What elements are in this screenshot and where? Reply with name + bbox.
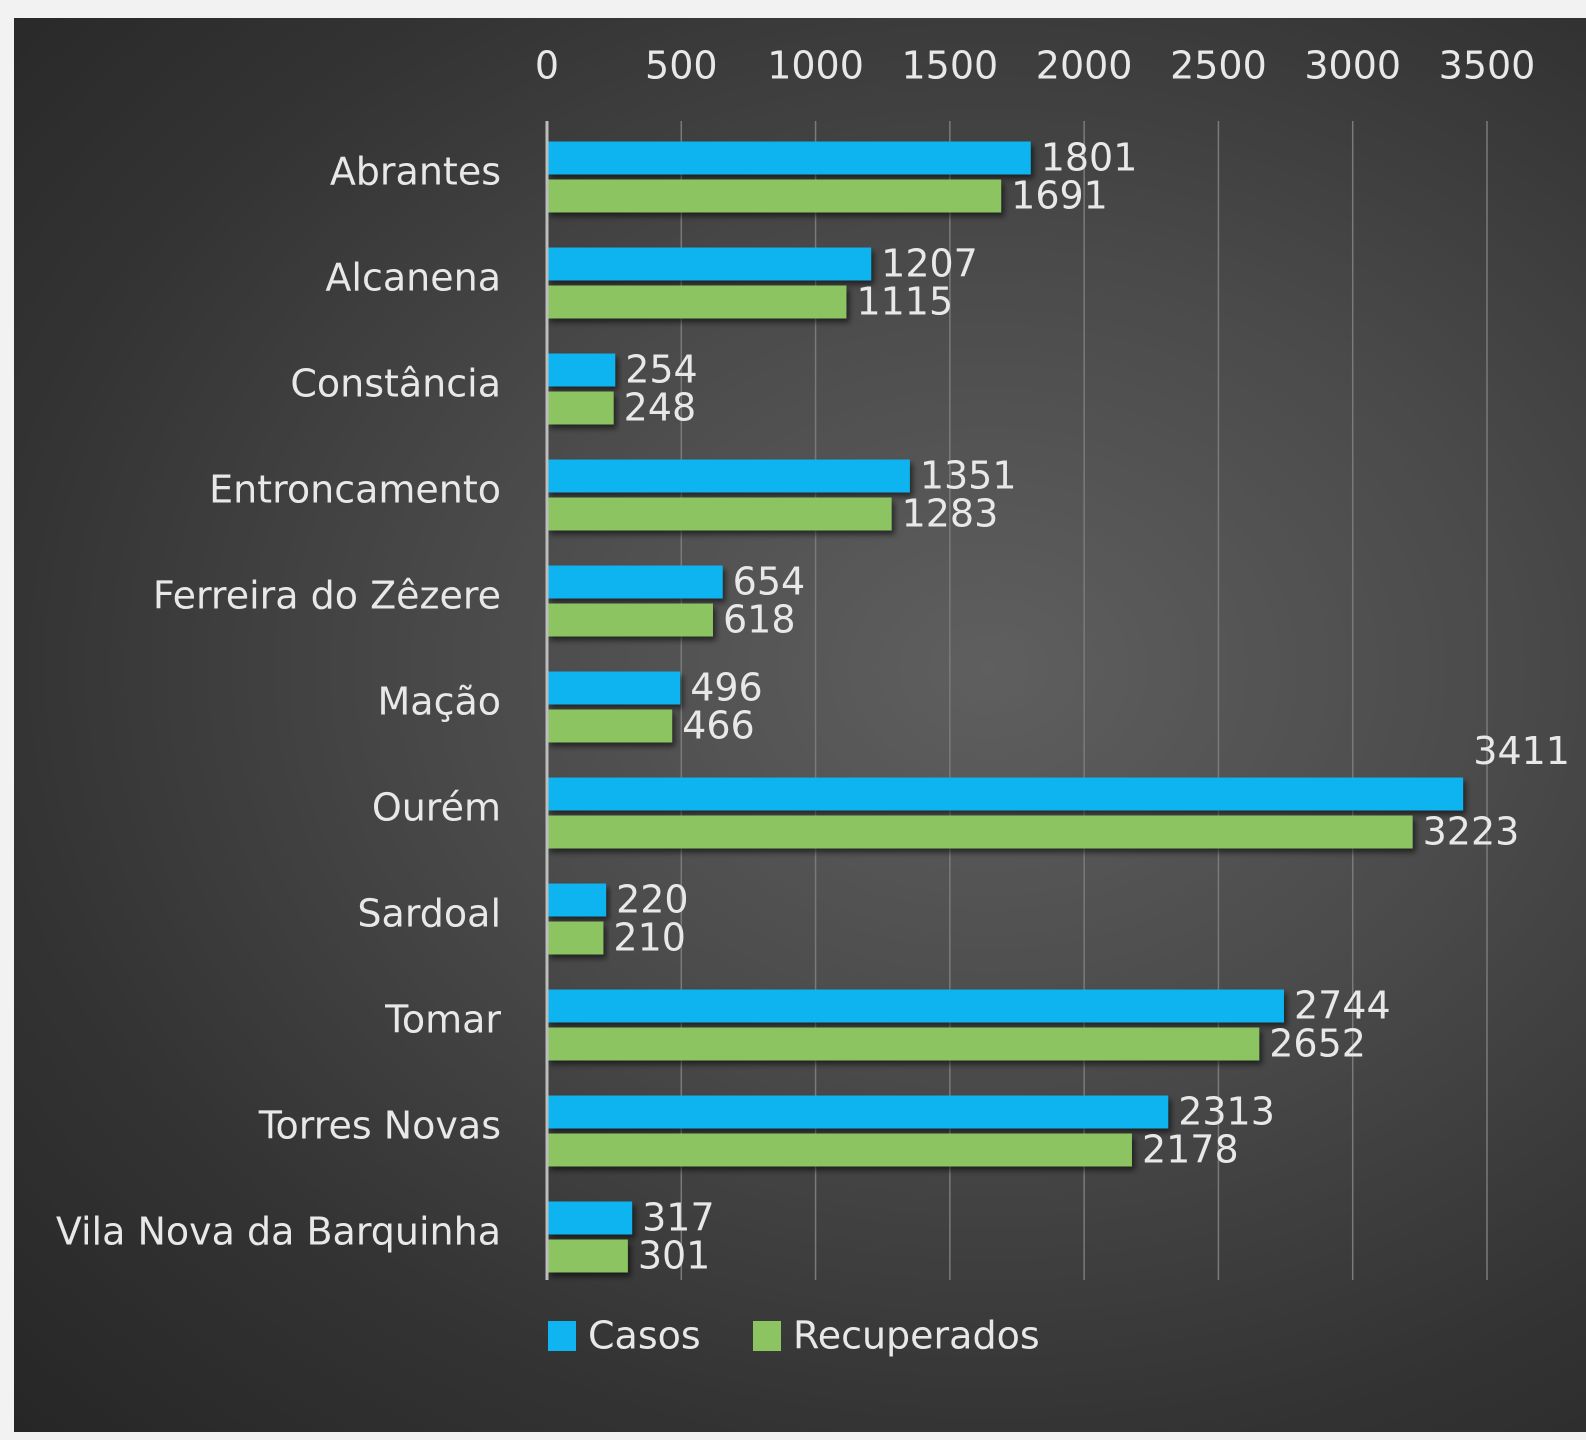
category-label-abrantes: Abrantes	[330, 150, 501, 194]
x-tick-label-2000: 2000	[1036, 44, 1133, 88]
bar-recuperados-abrantes	[547, 179, 1002, 213]
data-label-recuperados-sardoal: 210	[613, 916, 686, 960]
x-tick-label-500: 500	[645, 44, 718, 88]
bar-recuperados-alcanena	[547, 285, 847, 319]
bar-casos-abrantes	[547, 141, 1031, 175]
data-label-casos-entroncamento: 1351	[920, 454, 1017, 498]
bar-recuperados-ourem	[547, 815, 1413, 849]
data-label-casos-macao: 496	[690, 666, 763, 710]
data-label-recuperados-torres-novas: 2178	[1142, 1128, 1239, 1172]
data-label-recuperados-tomar: 2652	[1269, 1022, 1366, 1066]
category-label-torres-novas: Torres Novas	[258, 1104, 501, 1148]
bar-casos-sardoal	[547, 883, 607, 917]
data-label-casos-ferreira-do-zezere: 654	[733, 560, 806, 604]
category-labels: Abrantes Alcanena Constância Entroncamento F…	[56, 150, 502, 1254]
bar-casos-ferreira-do-zezere	[547, 565, 723, 599]
data-label-casos-sardoal: 220	[616, 878, 689, 922]
category-label-macao: Mação	[378, 680, 502, 724]
data-label-recuperados-abrantes: 1691	[1011, 174, 1108, 218]
category-label-ferreira-do-zezere: Ferreira do Zêzere	[153, 574, 501, 618]
category-label-sardoal: Sardoal	[357, 892, 501, 936]
x-tick-label-3000: 3000	[1304, 44, 1401, 88]
bar-casos-alcanena	[547, 247, 872, 281]
bar-casos-vila-nova-da-barquinha	[547, 1201, 633, 1235]
data-label-recuperados-entroncamento: 1283	[902, 492, 999, 536]
x-tick-label-3500: 3500	[1439, 44, 1536, 88]
category-label-alcanena: Alcanena	[325, 256, 501, 300]
bar-recuperados-entroncamento	[547, 497, 892, 531]
bars	[547, 141, 1464, 1273]
category-label-entroncamento: Entroncamento	[209, 468, 501, 512]
bar-recuperados-ferreira-do-zezere	[547, 603, 713, 637]
legend-label-recuperados: Recuperados	[793, 1314, 1040, 1358]
x-axis-ticks: 0 500 1000 1500 2000 2500 3000 3500	[535, 44, 1535, 88]
bar-casos-ourem	[547, 777, 1464, 811]
data-label-recuperados-ourem: 3223	[1423, 810, 1520, 854]
data-label-casos-constancia: 254	[625, 348, 698, 392]
bar-recuperados-tomar	[547, 1027, 1260, 1061]
bar-casos-macao	[547, 671, 681, 705]
bar-recuperados-vila-nova-da-barquinha	[547, 1239, 628, 1273]
bar-recuperados-constancia	[547, 391, 614, 425]
legend-swatch-casos	[548, 1321, 576, 1351]
category-label-constancia: Constância	[290, 362, 501, 406]
data-label-recuperados-ferreira-do-zezere: 618	[723, 598, 796, 642]
data-label-recuperados-vila-nova-da-barquinha: 301	[638, 1234, 711, 1278]
x-tick-label-1500: 1500	[901, 44, 998, 88]
data-label-casos-torres-novas: 2313	[1178, 1090, 1275, 1134]
data-label-casos-ourem: 3411	[1473, 729, 1570, 773]
bar-chart: 0 500 1000 1500 2000 2500 3000 3500 Abrantes Alc…	[56, 44, 1570, 1358]
chart-frame: 0 500 1000 1500 2000 2500 3000 3500 Abrantes Alc…	[14, 18, 1586, 1432]
bar-recuperados-torres-novas	[547, 1133, 1132, 1167]
bar-casos-torres-novas	[547, 1095, 1169, 1129]
legend-label-casos: Casos	[588, 1314, 701, 1358]
bar-casos-entroncamento	[547, 459, 910, 493]
data-label-recuperados-alcanena: 1115	[856, 280, 953, 324]
data-label-casos-tomar: 2744	[1294, 984, 1391, 1028]
bar-recuperados-macao	[547, 709, 673, 743]
bar-casos-constancia	[547, 353, 616, 387]
category-label-ourem: Ourém	[372, 786, 501, 830]
data-label-casos-abrantes: 1801	[1041, 136, 1138, 180]
data-label-recuperados-constancia: 248	[624, 386, 697, 430]
category-label-vila-nova-da-barquinha: Vila Nova da Barquinha	[56, 1210, 501, 1254]
data-label-recuperados-macao: 466	[682, 704, 755, 748]
x-tick-label-1000: 1000	[767, 44, 864, 88]
legend: Casos Recuperados	[548, 1314, 1040, 1358]
category-label-tomar: Tomar	[384, 998, 501, 1042]
bar-casos-tomar	[547, 989, 1284, 1023]
bar-recuperados-sardoal	[547, 921, 604, 955]
data-label-casos-vila-nova-da-barquinha: 317	[642, 1196, 715, 1240]
data-label-casos-alcanena: 1207	[881, 242, 978, 286]
x-tick-label-2500: 2500	[1170, 44, 1267, 88]
legend-swatch-recuperados	[753, 1321, 781, 1351]
x-tick-label-0: 0	[535, 44, 559, 88]
